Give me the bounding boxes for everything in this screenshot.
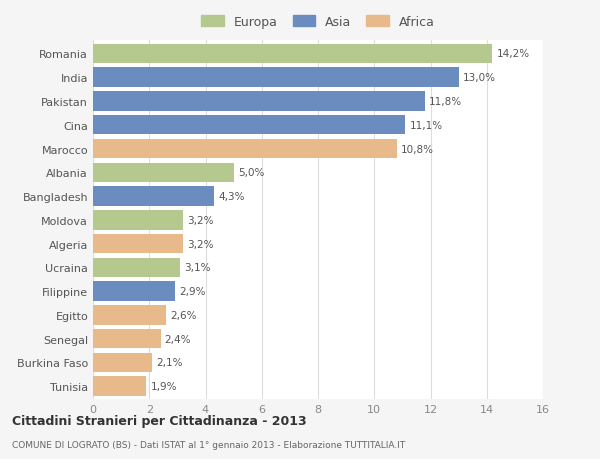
Bar	[93, 353, 152, 372]
Bar	[93, 187, 214, 207]
Bar	[93, 68, 458, 88]
Bar	[93, 45, 493, 64]
Bar	[93, 163, 233, 183]
Bar	[93, 234, 183, 254]
Text: 3,2%: 3,2%	[187, 215, 214, 225]
Text: 2,6%: 2,6%	[170, 310, 197, 320]
Bar	[93, 211, 183, 230]
Text: 13,0%: 13,0%	[463, 73, 496, 83]
Text: 4,3%: 4,3%	[218, 191, 245, 202]
Text: 2,9%: 2,9%	[179, 286, 205, 297]
Bar	[93, 258, 180, 277]
Text: 1,9%: 1,9%	[151, 381, 177, 391]
Legend: Europa, Asia, Africa: Europa, Asia, Africa	[196, 11, 440, 34]
Bar	[93, 116, 405, 135]
Text: 5,0%: 5,0%	[238, 168, 264, 178]
Text: 11,8%: 11,8%	[429, 97, 462, 107]
Text: 10,8%: 10,8%	[401, 144, 434, 154]
Text: 11,1%: 11,1%	[409, 121, 443, 130]
Bar	[93, 282, 175, 301]
Text: COMUNE DI LOGRATO (BS) - Dati ISTAT al 1° gennaio 2013 - Elaborazione TUTTITALIA: COMUNE DI LOGRATO (BS) - Dati ISTAT al 1…	[12, 441, 405, 449]
Text: Cittadini Stranieri per Cittadinanza - 2013: Cittadini Stranieri per Cittadinanza - 2…	[12, 414, 307, 428]
Bar	[93, 376, 146, 396]
Bar	[93, 92, 425, 112]
Text: 2,1%: 2,1%	[156, 358, 183, 368]
Bar	[93, 305, 166, 325]
Text: 14,2%: 14,2%	[497, 50, 530, 59]
Bar	[93, 329, 161, 348]
Bar	[93, 140, 397, 159]
Text: 3,1%: 3,1%	[184, 263, 211, 273]
Text: 2,4%: 2,4%	[165, 334, 191, 344]
Text: 3,2%: 3,2%	[187, 239, 214, 249]
